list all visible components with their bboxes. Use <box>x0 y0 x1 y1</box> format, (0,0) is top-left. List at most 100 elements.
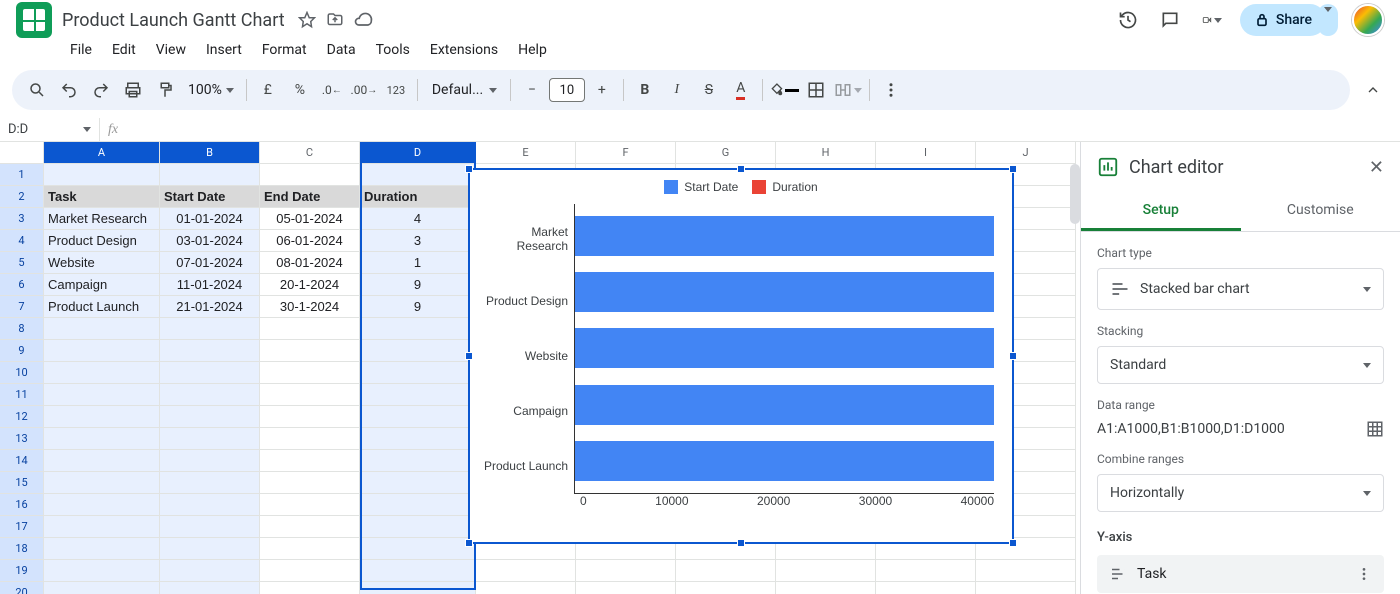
paint-format-icon[interactable] <box>150 75 180 105</box>
cell[interactable] <box>676 582 776 594</box>
cell[interactable] <box>44 362 160 384</box>
cell[interactable] <box>260 318 360 340</box>
more-icon[interactable] <box>876 75 906 105</box>
cell[interactable]: 30-1-2024 <box>260 296 360 318</box>
cell[interactable] <box>260 516 360 538</box>
cell[interactable] <box>360 560 476 582</box>
cell[interactable] <box>44 494 160 516</box>
cell[interactable]: Product Design <box>44 230 160 252</box>
chart-bar[interactable] <box>575 216 994 256</box>
embedded-chart[interactable]: Start DateDuration Market ResearchProduc… <box>468 168 1014 544</box>
cell[interactable] <box>360 362 476 384</box>
cell[interactable] <box>44 560 160 582</box>
cell[interactable] <box>44 582 160 594</box>
cell[interactable]: 06-01-2024 <box>260 230 360 252</box>
cell[interactable] <box>360 428 476 450</box>
cell[interactable] <box>360 472 476 494</box>
name-box[interactable]: D:D <box>0 118 100 141</box>
row-header-12[interactable]: 12 <box>0 406 44 428</box>
row-header-14[interactable]: 14 <box>0 450 44 472</box>
row-header-15[interactable]: 15 <box>0 472 44 494</box>
decrease-decimal-button[interactable]: .0← <box>317 75 347 105</box>
cell[interactable] <box>44 516 160 538</box>
cloud-status-icon[interactable] <box>353 10 373 30</box>
cell[interactable] <box>260 164 360 186</box>
cell[interactable] <box>44 164 160 186</box>
cell[interactable]: 9 <box>360 274 476 296</box>
cell[interactable] <box>260 406 360 428</box>
cell[interactable] <box>360 406 476 428</box>
stacking-select[interactable]: Standard <box>1097 346 1384 384</box>
combine-select[interactable]: Horizontally <box>1097 474 1384 512</box>
select-all-corner[interactable] <box>0 142 44 164</box>
row-header-4[interactable]: 4 <box>0 230 44 252</box>
cell[interactable]: Start Date <box>160 186 260 208</box>
select-range-icon[interactable] <box>1366 420 1384 438</box>
cell[interactable]: 08-01-2024 <box>260 252 360 274</box>
cell[interactable] <box>160 362 260 384</box>
menu-data[interactable]: Data <box>319 38 364 62</box>
row-header-5[interactable]: 5 <box>0 252 44 274</box>
collapse-toolbar-icon[interactable] <box>1358 75 1388 105</box>
cell[interactable] <box>476 582 576 594</box>
bold-button[interactable]: B <box>630 75 660 105</box>
cell[interactable]: 9 <box>360 296 476 318</box>
row-header-17[interactable]: 17 <box>0 516 44 538</box>
col-header-H[interactable]: H <box>776 142 876 164</box>
cell[interactable]: 03-01-2024 <box>160 230 260 252</box>
menu-help[interactable]: Help <box>510 38 555 62</box>
scroll-thumb[interactable] <box>1070 164 1080 224</box>
cell[interactable] <box>360 494 476 516</box>
cell[interactable] <box>260 494 360 516</box>
cell[interactable] <box>160 472 260 494</box>
cell[interactable] <box>160 516 260 538</box>
cell[interactable] <box>44 318 160 340</box>
row-header-10[interactable]: 10 <box>0 362 44 384</box>
cell[interactable] <box>260 340 360 362</box>
cell[interactable] <box>44 340 160 362</box>
cell[interactable] <box>260 538 360 560</box>
cell[interactable]: 3 <box>360 230 476 252</box>
menu-tools[interactable]: Tools <box>368 38 418 62</box>
cell[interactable] <box>360 582 476 594</box>
row-header-3[interactable]: 3 <box>0 208 44 230</box>
row-header-16[interactable]: 16 <box>0 494 44 516</box>
strike-button[interactable]: S <box>694 75 724 105</box>
redo-icon[interactable] <box>86 75 116 105</box>
menu-file[interactable]: File <box>62 38 100 62</box>
text-color-button[interactable]: A <box>726 75 756 105</box>
cell[interactable] <box>44 472 160 494</box>
cell[interactable]: 05-01-2024 <box>260 208 360 230</box>
search-menus-icon[interactable] <box>22 75 52 105</box>
cell[interactable] <box>160 450 260 472</box>
borders-button[interactable] <box>801 75 831 105</box>
row-header-7[interactable]: 7 <box>0 296 44 318</box>
cell[interactable] <box>360 340 476 362</box>
cell[interactable]: 07-01-2024 <box>160 252 260 274</box>
cell[interactable] <box>44 538 160 560</box>
cell[interactable] <box>260 582 360 594</box>
cell[interactable] <box>160 340 260 362</box>
cell[interactable]: Website <box>44 252 160 274</box>
cell[interactable]: 20-1-2024 <box>260 274 360 296</box>
cell[interactable] <box>160 494 260 516</box>
cell[interactable] <box>776 582 876 594</box>
row-header-18[interactable]: 18 <box>0 538 44 560</box>
cell[interactable] <box>976 582 1076 594</box>
col-header-C[interactable]: C <box>260 142 360 164</box>
cell[interactable] <box>160 406 260 428</box>
move-icon[interactable] <box>325 10 345 30</box>
cell[interactable]: Product Launch <box>44 296 160 318</box>
cell[interactable] <box>476 560 576 582</box>
cell[interactable] <box>44 406 160 428</box>
cell[interactable] <box>44 450 160 472</box>
percent-button[interactable]: % <box>285 75 315 105</box>
cell[interactable]: End Date <box>260 186 360 208</box>
cell[interactable]: 4 <box>360 208 476 230</box>
cell[interactable] <box>976 560 1076 582</box>
cell[interactable] <box>260 560 360 582</box>
menu-insert[interactable]: Insert <box>198 38 250 62</box>
cell[interactable] <box>360 164 476 186</box>
cell[interactable] <box>44 428 160 450</box>
col-header-I[interactable]: I <box>876 142 976 164</box>
